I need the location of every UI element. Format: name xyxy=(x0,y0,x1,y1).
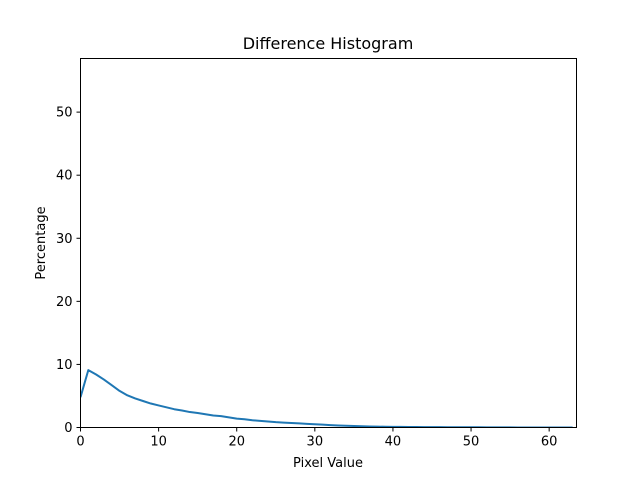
x-tick-label: 30 xyxy=(307,435,324,450)
y-tick-label: 20 xyxy=(56,295,73,310)
x-tick-label: 0 xyxy=(76,435,84,450)
plot-area xyxy=(80,369,573,428)
x-tick-label: 50 xyxy=(463,435,480,450)
y-tick-label: 30 xyxy=(56,232,73,247)
x-tick-label: 60 xyxy=(541,435,558,450)
axis-ticks: 0 10 20 30 40 50 60 0 10 20 30 40 50 xyxy=(56,106,557,450)
x-tick-label: 40 xyxy=(385,435,402,450)
y-tick-label: 10 xyxy=(56,358,73,373)
x-axis-label: Pixel Value xyxy=(293,456,363,471)
y-tick-label: 0 xyxy=(64,421,72,436)
x-tick-label: 20 xyxy=(228,435,245,450)
x-tick-label: 10 xyxy=(150,435,167,450)
y-tick-label: 50 xyxy=(56,106,73,121)
chart-title: Difference Histogram xyxy=(243,34,414,53)
series-line-0 xyxy=(80,369,573,428)
y-axis-label: Percentage xyxy=(34,206,49,279)
y-tick-label: 40 xyxy=(56,169,73,184)
axes-frame xyxy=(80,58,577,428)
